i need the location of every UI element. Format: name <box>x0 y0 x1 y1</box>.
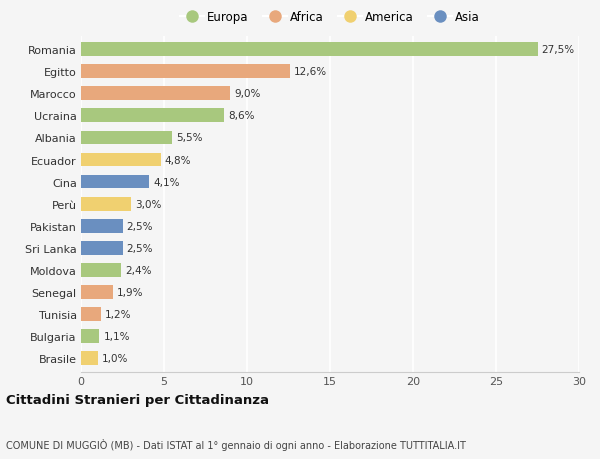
Bar <box>81 352 98 365</box>
Text: Cittadini Stranieri per Cittadinanza: Cittadini Stranieri per Cittadinanza <box>6 393 269 406</box>
Text: 2,5%: 2,5% <box>127 221 153 231</box>
Bar <box>81 197 131 211</box>
Bar <box>81 109 224 123</box>
Text: 2,5%: 2,5% <box>127 243 153 253</box>
Bar <box>81 87 230 101</box>
Text: 8,6%: 8,6% <box>228 111 254 121</box>
Text: 1,0%: 1,0% <box>102 353 128 364</box>
Legend: Europa, Africa, America, Asia: Europa, Africa, America, Asia <box>180 11 480 24</box>
Text: 1,9%: 1,9% <box>116 287 143 297</box>
Bar <box>81 131 172 145</box>
Bar <box>81 330 99 343</box>
Text: 2,4%: 2,4% <box>125 265 151 275</box>
Text: 1,1%: 1,1% <box>103 331 130 341</box>
Bar <box>81 241 122 255</box>
Bar <box>81 308 101 321</box>
Text: 4,1%: 4,1% <box>153 177 180 187</box>
Bar <box>81 263 121 277</box>
Text: 9,0%: 9,0% <box>235 89 261 99</box>
Text: 12,6%: 12,6% <box>295 67 328 77</box>
Text: 27,5%: 27,5% <box>542 45 575 55</box>
Bar <box>81 285 113 299</box>
Text: 4,8%: 4,8% <box>165 155 191 165</box>
Bar <box>81 175 149 189</box>
Bar <box>81 65 290 79</box>
Text: 1,2%: 1,2% <box>105 309 131 319</box>
Bar <box>81 43 538 57</box>
Text: 5,5%: 5,5% <box>176 133 203 143</box>
Text: 3,0%: 3,0% <box>135 199 161 209</box>
Bar <box>81 153 161 167</box>
Text: COMUNE DI MUGGIÒ (MB) - Dati ISTAT al 1° gennaio di ogni anno - Elaborazione TUT: COMUNE DI MUGGIÒ (MB) - Dati ISTAT al 1°… <box>6 438 466 450</box>
Bar <box>81 219 122 233</box>
